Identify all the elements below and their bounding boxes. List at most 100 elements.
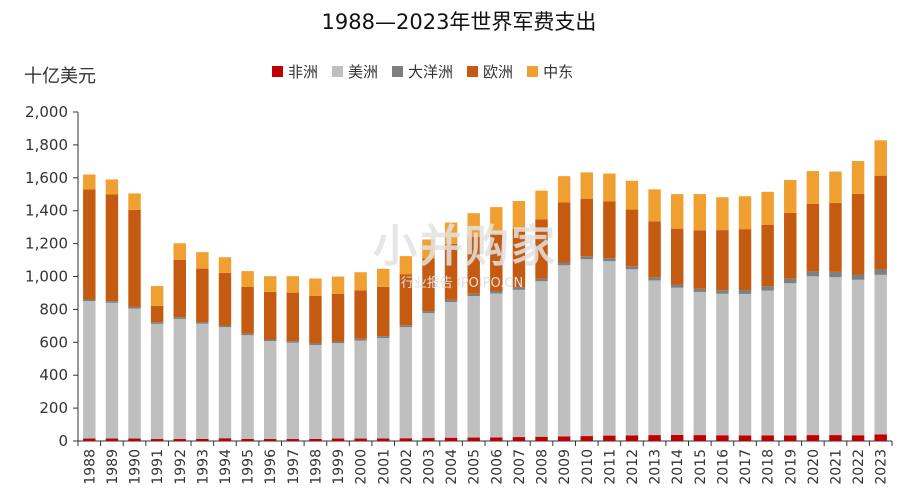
bar-segment-1990-美洲 — [128, 308, 141, 439]
x-tick-label: 2002 — [399, 449, 415, 485]
bar-segment-2006-美洲 — [490, 293, 503, 438]
x-tick-label: 2020 — [806, 449, 822, 485]
bar-segment-1989-美洲 — [105, 302, 119, 439]
bar-segment-2005-美洲 — [467, 296, 480, 438]
x-tick-label: 2006 — [489, 449, 505, 485]
bar-segment-2018-非洲 — [761, 435, 774, 441]
bar-segment-2017-中东 — [738, 196, 752, 230]
bar-segment-1992-非洲 — [173, 439, 186, 441]
bar-segment-2020-美洲 — [806, 276, 820, 436]
bar-segment-1995-美洲 — [241, 335, 254, 439]
bar-segment-2022-欧洲 — [851, 193, 865, 275]
bar-segment-2018-中东 — [761, 191, 774, 225]
legend-item: 非洲 — [272, 61, 318, 82]
bar-segment-2023-大洋洲 — [874, 269, 887, 275]
bar-segment-2007-中东 — [512, 200, 526, 229]
bar-segment-2022-美洲 — [851, 279, 865, 436]
bar-segment-2021-大洋洲 — [829, 271, 842, 278]
bar-segment-2002-非洲 — [399, 438, 413, 441]
bar-segment-2005-非洲 — [467, 437, 480, 441]
y-tick-label: 1,200 — [25, 235, 68, 253]
bar-segment-1996-大洋洲 — [263, 339, 277, 342]
x-tick-label: 2011 — [602, 449, 618, 485]
bar-segment-2016-欧洲 — [716, 230, 729, 291]
bar-segment-2017-非洲 — [738, 435, 752, 441]
x-tick-label: 1989 — [105, 449, 121, 485]
x-tick-label: 2017 — [738, 449, 754, 485]
bar-segment-1995-大洋洲 — [241, 333, 254, 336]
bar-segment-2013-中东 — [648, 189, 661, 222]
bar-segment-1989-大洋洲 — [105, 301, 119, 303]
bar-segment-2001-大洋洲 — [377, 336, 390, 339]
bar-segment-1988-大洋洲 — [83, 299, 96, 302]
bar-segment-2013-欧洲 — [648, 221, 661, 278]
x-tick-label: 2019 — [783, 449, 799, 485]
bar-segment-2005-大洋洲 — [467, 293, 480, 297]
bar-segment-1993-欧洲 — [196, 268, 209, 323]
bar-segment-2019-大洋洲 — [784, 278, 797, 284]
legend-item: 中东 — [527, 61, 573, 82]
x-tick-label: 2015 — [693, 449, 709, 485]
bar-segment-1998-中东 — [309, 278, 322, 296]
bar-segment-2012-美洲 — [625, 269, 639, 436]
bar-segment-2019-欧洲 — [784, 212, 797, 279]
bar-segment-2005-中东 — [467, 213, 480, 238]
bar-segment-2003-美洲 — [422, 313, 435, 439]
x-tick-label: 2023 — [874, 449, 890, 485]
y-tick-label: 200 — [39, 399, 68, 417]
bar-segment-2022-大洋洲 — [851, 274, 865, 280]
bar-segment-2018-大洋洲 — [761, 286, 774, 291]
bar-segment-2010-中东 — [580, 172, 593, 199]
bar-segment-2023-美洲 — [874, 274, 887, 435]
legend-swatch — [467, 65, 479, 77]
bar-segment-1997-非洲 — [286, 439, 300, 441]
bar-segment-2000-欧洲 — [354, 290, 367, 339]
bar-segment-2011-美洲 — [603, 261, 616, 436]
legend-label: 美洲 — [348, 62, 379, 81]
x-tick-label: 1998 — [308, 449, 324, 485]
bar-segment-2019-美洲 — [784, 283, 797, 436]
bar-segment-2008-大洋洲 — [535, 278, 548, 282]
bar-segment-2002-中东 — [399, 256, 413, 275]
bar-segment-1992-中东 — [173, 243, 186, 260]
bar-segment-2003-欧洲 — [422, 258, 435, 312]
bar-segment-2018-欧洲 — [761, 224, 774, 287]
bar-segment-1995-非洲 — [241, 438, 254, 441]
bar-segment-1991-中东 — [150, 286, 164, 306]
bar-segment-1996-非洲 — [263, 439, 277, 441]
bar-segment-2012-大洋洲 — [625, 266, 639, 270]
bar-segment-1995-中东 — [241, 271, 254, 287]
x-tick-label: 1993 — [195, 449, 211, 485]
bar-segment-1998-欧洲 — [309, 295, 322, 344]
bar-segment-1996-欧洲 — [263, 291, 277, 340]
legend-swatch — [332, 65, 344, 77]
legend-swatch — [272, 65, 283, 77]
bar-segment-2021-美洲 — [829, 277, 842, 436]
bar-segment-2007-大洋洲 — [512, 287, 526, 290]
bar-segment-2008-中东 — [535, 190, 548, 220]
bar-segment-1989-欧洲 — [105, 194, 119, 302]
bar-segment-1994-中东 — [218, 257, 232, 273]
bar-segment-1994-欧洲 — [218, 272, 232, 326]
bar-segment-2010-美洲 — [580, 259, 593, 437]
bar-segment-1999-欧洲 — [331, 293, 345, 342]
x-tick-label: 2007 — [512, 449, 528, 485]
bar-segment-2017-美洲 — [738, 293, 752, 436]
bar-segment-1992-欧洲 — [173, 259, 186, 318]
bar-segment-2001-欧洲 — [377, 286, 390, 337]
bar-segment-1990-大洋洲 — [128, 306, 141, 309]
bar-segment-2006-非洲 — [490, 437, 503, 441]
y-tick-label: 1,800 — [25, 136, 68, 154]
y-tick-label: 1,000 — [25, 268, 68, 286]
legend-label: 大洋洲 — [408, 62, 454, 81]
bar-segment-2002-欧洲 — [399, 274, 413, 326]
bar-segment-1994-非洲 — [218, 438, 232, 441]
x-tick-label: 1999 — [331, 449, 347, 485]
bar-segment-1988-美洲 — [83, 301, 96, 439]
bar-segment-2012-中东 — [625, 180, 639, 210]
bar-segment-2020-大洋洲 — [806, 271, 820, 277]
bar-segment-2021-中东 — [829, 171, 842, 203]
bar-segment-1994-美洲 — [218, 327, 232, 439]
